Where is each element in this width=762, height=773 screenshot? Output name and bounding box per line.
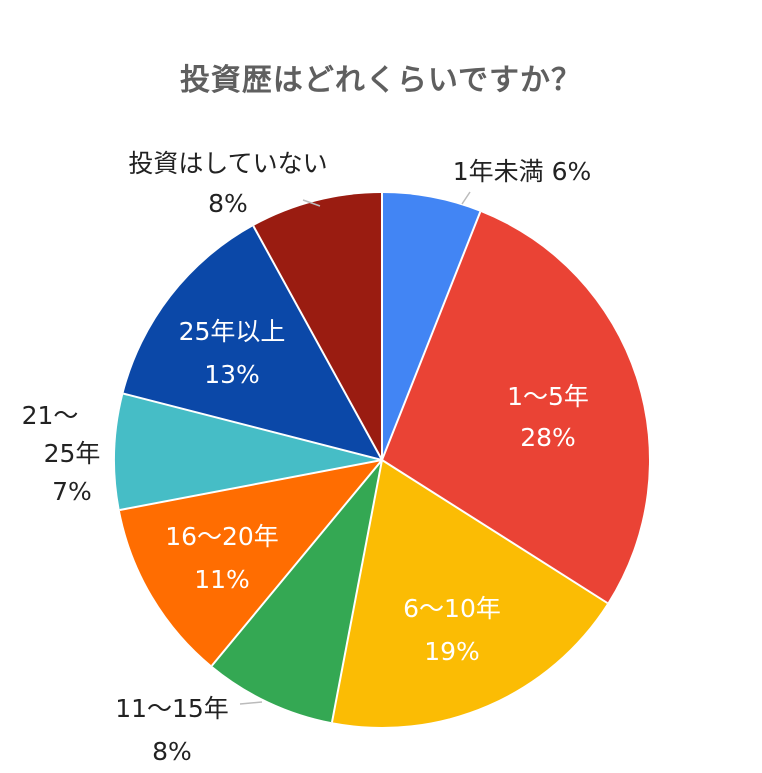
slice-percent-label: 28% [520,423,576,452]
leader-line [302,199,321,207]
slice-label: 16～20年 [165,522,279,551]
pie-slice [382,211,649,604]
slice-separator [252,225,383,461]
pie-slice [331,460,608,727]
slice-percent-label: 7% [52,477,92,506]
pie-slice [253,193,382,460]
slice-label: 1年未満 6% [453,157,592,186]
leader-line [461,191,471,205]
leader-line [239,701,263,705]
slice-separator [211,459,383,667]
slice-separator [119,459,383,512]
slice-percent-label: 11% [194,565,250,594]
slice-separator [330,459,383,723]
slice-label: 11～15年 [115,694,229,723]
slice-label: 1～5年 [507,382,589,411]
slice-percent-label: 8% [152,737,192,766]
chart-title: 投資歴はどれくらいですか？ [179,63,583,98]
slice-label: 25年 [44,439,101,468]
pie-slice [115,393,382,511]
pie-slice [382,193,481,460]
slice-percent-label: 13% [204,360,260,389]
slice-percent-label: 19% [424,637,480,666]
slice-label: 21～ [22,401,79,430]
slice-separator [381,459,608,604]
pie-slice [123,226,382,460]
pie-slice [119,460,382,666]
slice-separator [123,392,383,461]
slice-separator [381,211,482,461]
slice-label: 25年以上 [179,317,286,346]
slice-label: 6～10年 [403,594,501,623]
slice-label: 投資はしていない [128,149,327,178]
slice-percent-label: 8% [208,189,248,218]
pie-slice [211,460,382,723]
